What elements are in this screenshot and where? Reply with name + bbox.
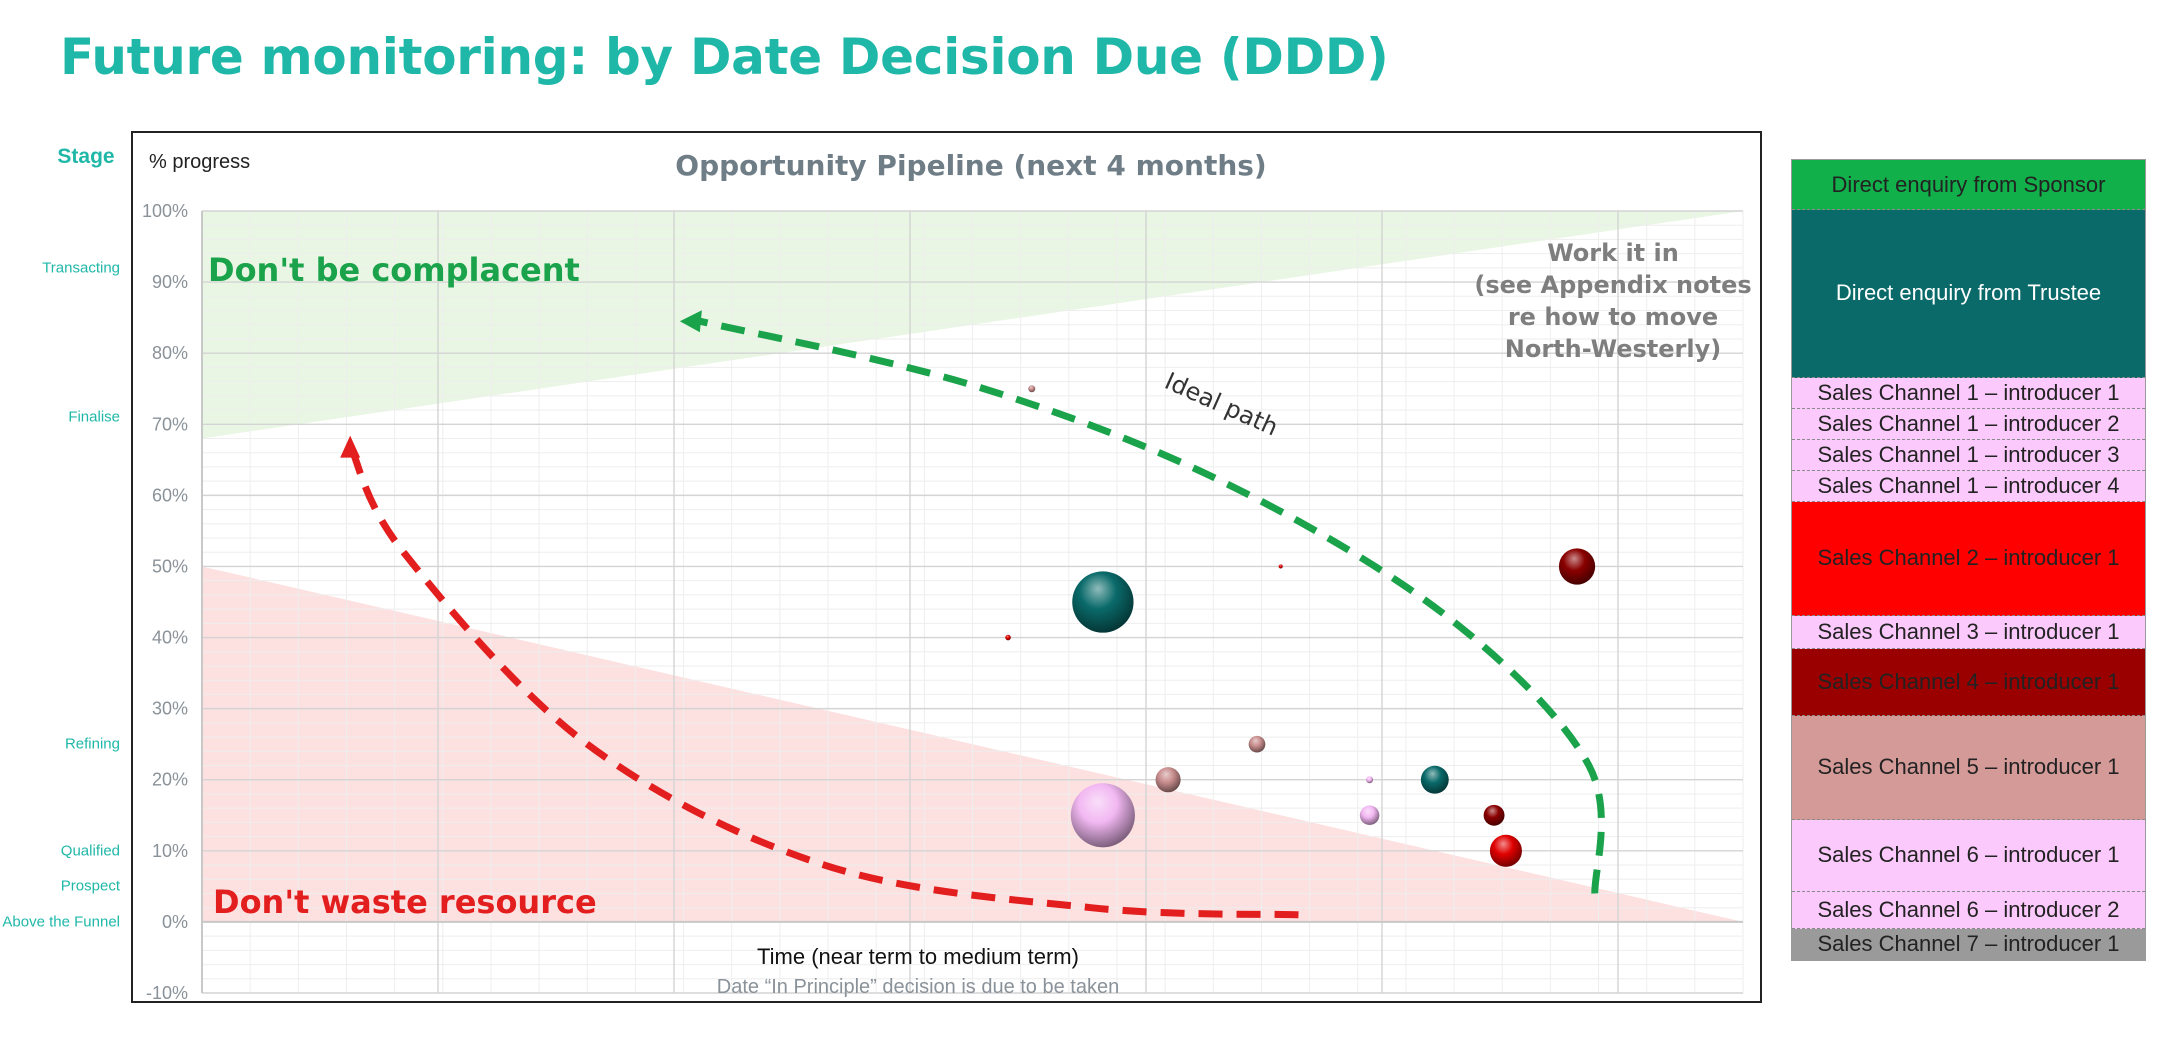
- x-axis-title: Time (near term to medium term): [757, 944, 1079, 969]
- y-tick-label: 90%: [152, 272, 188, 292]
- chart-frame: -10% 0% 10% 20% 30% 40% 50% 60% 70% 80% 90% 100% % p…: [131, 131, 1762, 1003]
- bubble: [1248, 735, 1266, 753]
- red-arrow-path: [346, 444, 1299, 919]
- y-tick-label: 10%: [152, 841, 188, 861]
- ideal-path-label: Ideal path: [1161, 367, 1283, 442]
- y-tick-label: 100%: [142, 201, 188, 221]
- stage-header: Stage: [57, 145, 115, 168]
- stage-label: Qualified: [60, 842, 120, 860]
- work-it-in-label: Work it in: [1547, 239, 1679, 267]
- y-tick-label: 70%: [152, 414, 188, 434]
- legend-item: Sales Channel 1 – introducer 4: [1792, 470, 2145, 502]
- stage-label: Prospect: [60, 877, 120, 895]
- bubble: [1420, 765, 1449, 794]
- bubble: [1028, 385, 1036, 393]
- legend-item: Sales Channel 1 – introducer 1: [1792, 377, 2145, 409]
- stage-label: Transacting: [42, 259, 120, 277]
- y-tick-label: 80%: [152, 343, 188, 363]
- bubble: [1489, 834, 1522, 867]
- y-tick-label: 20%: [152, 770, 188, 790]
- bubble: [1278, 564, 1283, 569]
- bubble: [1070, 783, 1135, 848]
- work-it-in-label: (see Appendix notes: [1474, 271, 1751, 299]
- bubble-chart: -10% 0% 10% 20% 30% 40% 50% 60% 70% 80% 90% 100% % p…: [142, 149, 1752, 1001]
- dont-be-complacent-label: Don't be complacent: [208, 251, 580, 289]
- y-tick-label: 0%: [162, 912, 188, 932]
- red-arrowhead: [340, 435, 361, 458]
- stage-label: Refining: [64, 735, 120, 753]
- legend-item: Sales Channel 5 – introducer 1: [1792, 716, 2145, 820]
- legend-item: Sales Channel 6 – introducer 2: [1792, 891, 2145, 929]
- bubble: [1558, 548, 1596, 585]
- x-axis-subtitle: Date “In Principle” decision is due to b…: [717, 976, 1119, 998]
- y-axis-title: % progress: [149, 151, 250, 173]
- page-title: Future monitoring: by Date Decision Due …: [60, 28, 1389, 86]
- legend-item: Sales Channel 2 – introducer 1: [1792, 501, 2145, 617]
- legend-item: Direct enquiry from Sponsor: [1792, 160, 2145, 211]
- legend-item: Sales Channel 1 – introducer 2: [1792, 408, 2145, 440]
- green-arrow-path: [699, 317, 1605, 894]
- legend-item: Sales Channel 6 – introducer 1: [1792, 819, 2145, 892]
- legend-item: Sales Channel 4 – introducer 1: [1792, 649, 2145, 717]
- bubble: [1483, 804, 1505, 826]
- dont-waste-resource-label: Don't waste resource: [213, 883, 597, 921]
- legend-item: Sales Channel 7 – introducer 1: [1792, 928, 2145, 960]
- legend-item: Sales Channel 1 – introducer 3: [1792, 439, 2145, 471]
- legend-item: Direct enquiry from Trustee: [1792, 210, 2145, 378]
- y-tick-label: 30%: [152, 699, 188, 719]
- work-it-in-label: North-Westerly): [1505, 335, 1721, 363]
- bubble: [1005, 634, 1011, 641]
- bubble: [1155, 767, 1181, 793]
- stage-label: Above the Funnel: [2, 913, 120, 931]
- chart-title: Opportunity Pipeline (next 4 months): [675, 149, 1266, 182]
- stage-label: Finalise: [68, 408, 120, 426]
- y-tick-label: 50%: [152, 556, 188, 576]
- work-it-in-label: re how to move: [1508, 303, 1718, 331]
- bubble: [1072, 571, 1134, 633]
- y-tick-label: 60%: [152, 485, 188, 505]
- bubble: [1366, 776, 1374, 784]
- y-tick-label: 40%: [152, 628, 188, 648]
- y-tick-label: -10%: [146, 983, 188, 1001]
- legend: Direct enquiry from Sponsor Direct enquir…: [1791, 159, 2146, 961]
- legend-item: Sales Channel 3 – introducer 1: [1792, 616, 2145, 650]
- green-arrowhead: [679, 310, 702, 333]
- bubble: [1359, 805, 1380, 826]
